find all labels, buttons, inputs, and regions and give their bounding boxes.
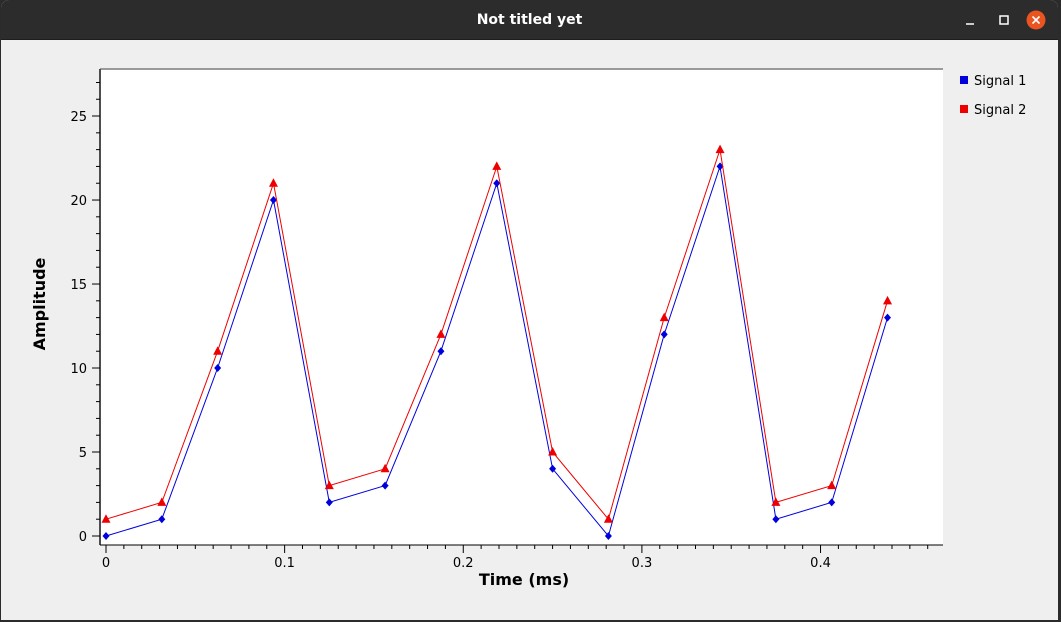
data-point-diamond[interactable]: [884, 313, 892, 322]
data-point-diamond[interactable]: [772, 515, 780, 524]
legend-item-1[interactable]: Signal 1: [960, 74, 1026, 89]
y-tick-label: 20: [70, 194, 87, 209]
data-point-diamond[interactable]: [828, 498, 836, 507]
series-1: [102, 162, 892, 540]
maximize-button[interactable]: [993, 9, 1015, 31]
data-point-triangle[interactable]: [380, 463, 390, 473]
y-tick-label: 5: [79, 446, 87, 461]
data-point-triangle[interactable]: [603, 514, 613, 523]
data-point-triangle[interactable]: [715, 144, 725, 154]
x-tick-label: 0.4: [810, 556, 831, 571]
x-tick-label: 0: [102, 556, 110, 571]
data-point-diamond[interactable]: [493, 179, 501, 188]
y-tick-label: 15: [70, 278, 87, 293]
data-point-diamond[interactable]: [214, 364, 222, 373]
legend-swatch: [960, 76, 968, 84]
data-point-diamond[interactable]: [102, 532, 110, 540]
data-point-triangle[interactable]: [883, 295, 893, 305]
data-point-triangle[interactable]: [324, 480, 334, 490]
minimize-button[interactable]: [959, 9, 981, 31]
data-point-diamond[interactable]: [325, 498, 333, 507]
data-point-triangle[interactable]: [101, 514, 111, 523]
close-button[interactable]: [1025, 9, 1047, 31]
title-bar[interactable]: Not titled yet: [1, 0, 1058, 40]
x-axis-label: Time (ms): [479, 570, 569, 589]
close-icon: [1026, 10, 1046, 30]
data-point-diamond[interactable]: [604, 532, 612, 540]
legend-item-2[interactable]: Signal 2: [960, 103, 1026, 118]
data-point-diamond[interactable]: [660, 330, 668, 339]
minimize-icon: [966, 23, 974, 25]
x-tick-label: 0.1: [274, 556, 295, 571]
data-point-triangle[interactable]: [548, 447, 558, 456]
data-point-diamond[interactable]: [437, 347, 445, 356]
y-tick-label: 0: [79, 530, 87, 545]
legend-label: Signal 1: [974, 74, 1026, 89]
maximize-icon: [999, 15, 1009, 25]
data-point-diamond[interactable]: [269, 196, 277, 205]
data-point-diamond[interactable]: [549, 464, 557, 473]
y-tick-label: 10: [70, 362, 87, 377]
data-point-diamond[interactable]: [158, 515, 166, 524]
window-title: Not titled yet: [476, 12, 583, 28]
plot-area: 0 0.1 0.2 0.3 0.4 0 5 10 15 20 25 Signal 1 Signal 2…: [1, 40, 1058, 620]
data-point-triangle[interactable]: [827, 480, 837, 490]
x-tick-label: 0.3: [632, 556, 653, 571]
data-point-triangle[interactable]: [436, 329, 446, 338]
y-axis-label: Amplitude: [30, 257, 49, 350]
data-point-triangle[interactable]: [492, 161, 502, 170]
y-tick-label: 25: [70, 110, 87, 125]
line-chart[interactable]: 0 0.1 0.2 0.3 0.4 0 5 10 15 20 25 Signal 1 Signal 2…: [1, 40, 1058, 620]
series-2: [101, 144, 893, 523]
legend-swatch: [960, 105, 968, 113]
data-point-triangle[interactable]: [213, 346, 223, 355]
data-point-triangle[interactable]: [771, 497, 781, 506]
data-point-diamond[interactable]: [381, 481, 389, 490]
data-point-diamond[interactable]: [716, 162, 724, 171]
x-tick-label: 0.2: [453, 556, 474, 571]
data-point-triangle[interactable]: [268, 178, 278, 187]
data-point-triangle[interactable]: [659, 312, 669, 322]
legend-label: Signal 2: [974, 103, 1026, 118]
plot-canvas[interactable]: [100, 69, 943, 545]
data-point-triangle[interactable]: [157, 497, 167, 506]
